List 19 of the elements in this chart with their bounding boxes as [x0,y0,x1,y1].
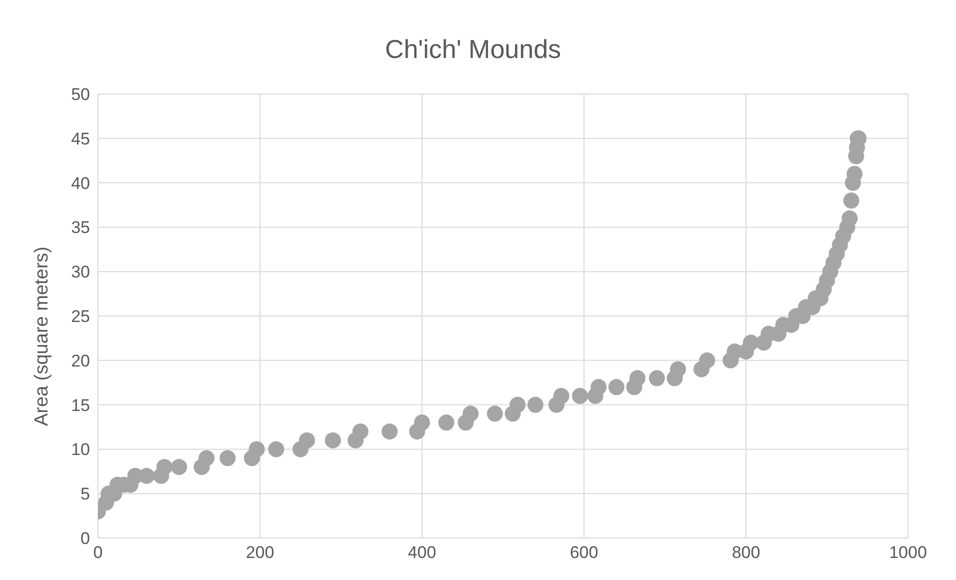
x-tick-label: 0 [93,543,103,562]
y-tick-label: 45 [71,129,90,148]
y-tick-label: 15 [71,396,90,415]
chart-title: Ch'ich' Mounds [384,33,562,66]
x-tick-label: 800 [732,543,760,562]
y-tick-label: 30 [71,262,90,282]
y-tick-label: 0 [80,529,90,548]
y-tick-label: 40 [71,174,90,193]
x-tick-label: 400 [408,543,436,562]
x-tick-label: 200 [246,543,274,562]
y-tick-label: 20 [71,351,90,370]
x-tick-label: 600 [570,543,598,562]
y-tick-label: 5 [80,484,90,504]
y-tick-label: 35 [71,218,90,238]
y-tick-label: 25 [71,307,90,326]
x-tick-label: 1000 [889,543,927,562]
y-axis-title: Area (square meters) [32,246,53,426]
y-tick-label: 10 [71,440,90,460]
y-tick-label: 50 [71,85,90,104]
